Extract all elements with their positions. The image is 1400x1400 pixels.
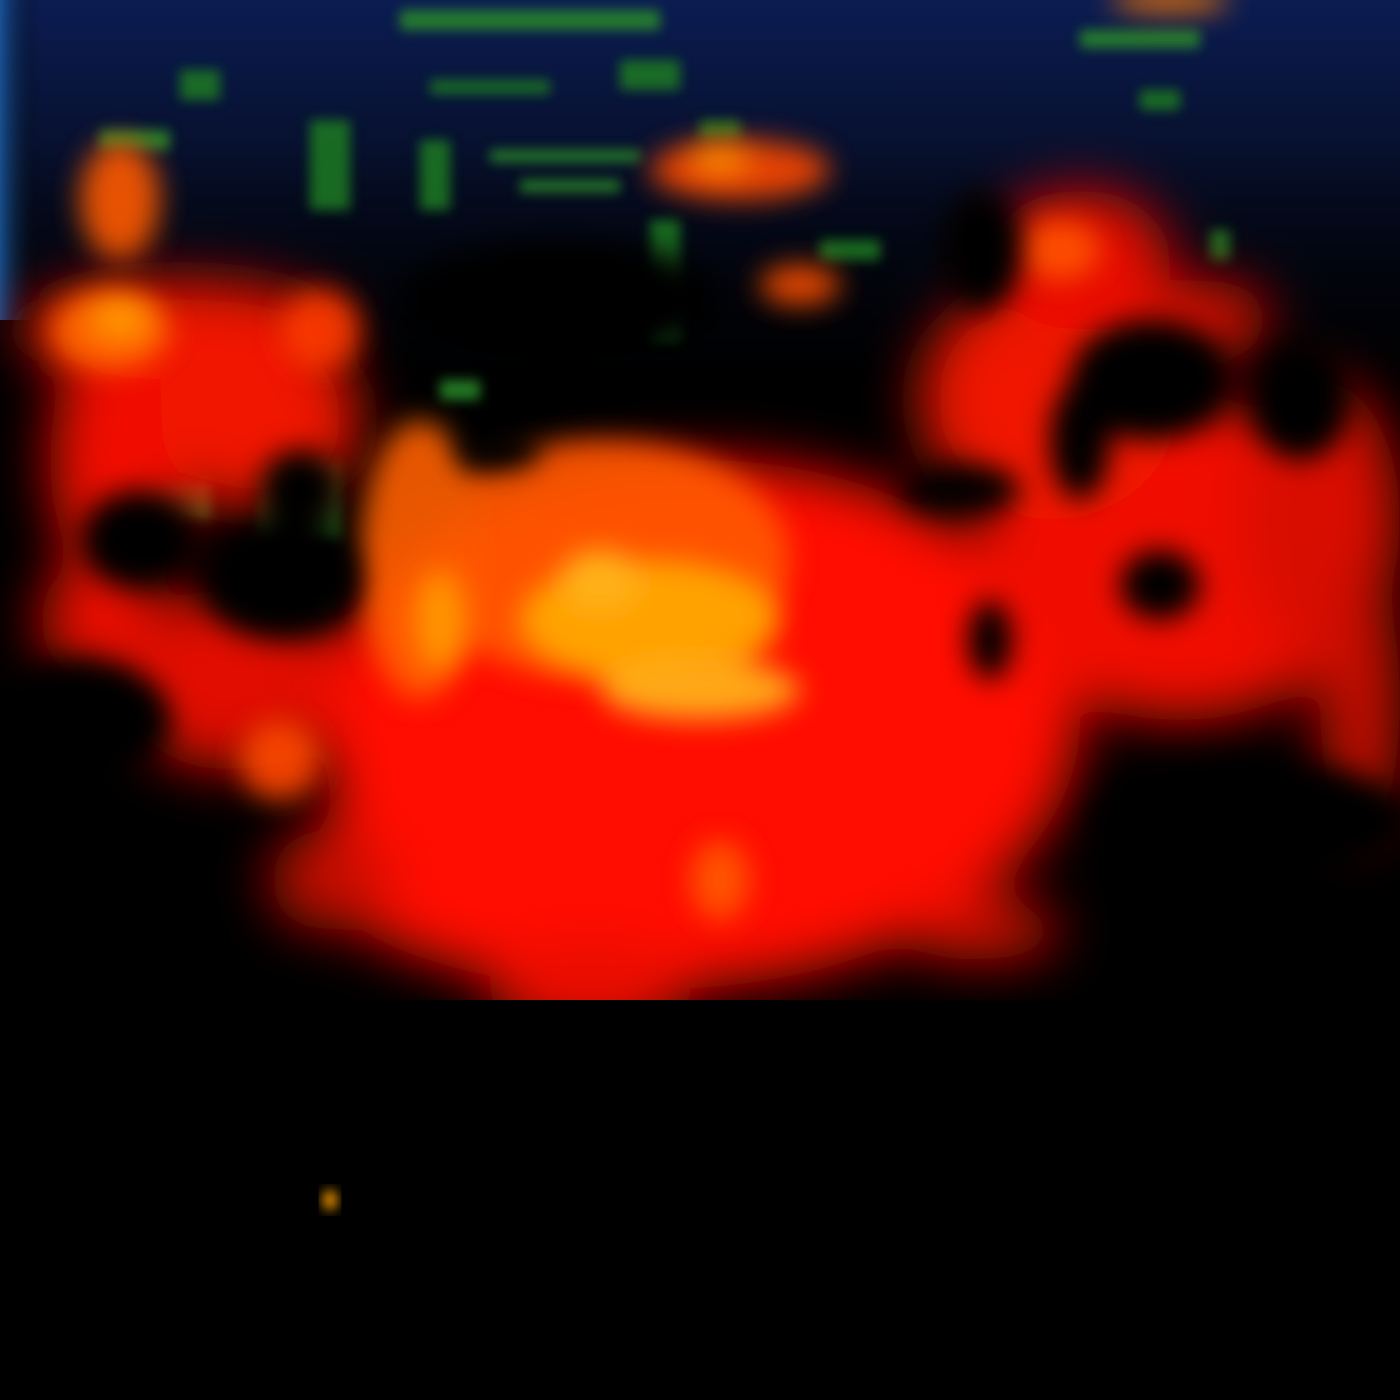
cold-bottom-area: [0, 1000, 1400, 1400]
heat-region-hottest: [90, 146, 800, 720]
left-blue-edge: [0, 0, 40, 320]
cold-spots: [0, 190, 1400, 880]
hot-speck: [323, 1190, 337, 1210]
